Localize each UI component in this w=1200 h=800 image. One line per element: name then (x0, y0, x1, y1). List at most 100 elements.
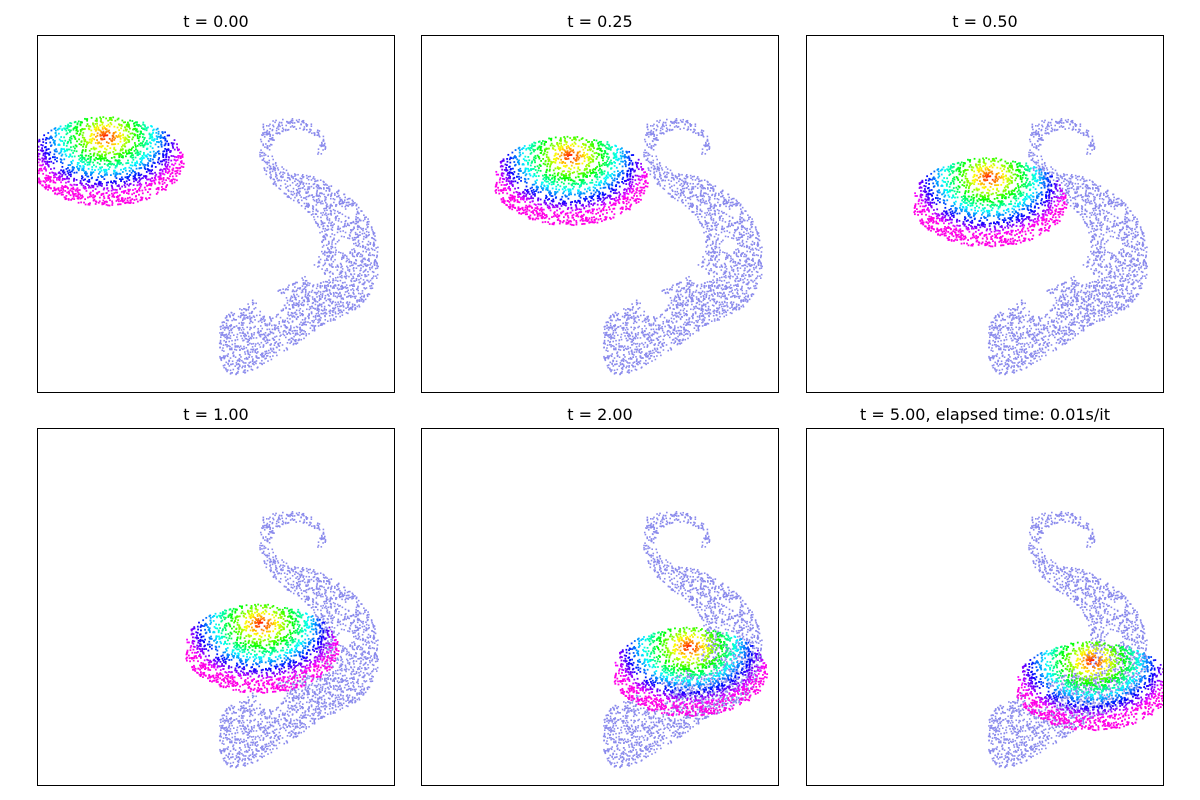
target-point (370, 226, 373, 228)
target-point (325, 313, 327, 315)
target-point (708, 233, 711, 236)
target-point (353, 280, 355, 282)
target-point (274, 121, 276, 124)
source-point (78, 143, 81, 145)
source-point (104, 132, 107, 135)
source-point (165, 152, 168, 155)
source-point (95, 192, 98, 195)
source-point (143, 124, 146, 126)
target-point (263, 154, 265, 157)
source-point (80, 143, 83, 146)
target-point (371, 265, 374, 268)
target-point (340, 270, 343, 272)
target-point (361, 261, 363, 264)
target-point (260, 317, 263, 320)
target-point (311, 298, 314, 300)
target-point (361, 292, 364, 294)
source-point (127, 135, 130, 138)
source-point (61, 140, 64, 143)
target-point (742, 212, 744, 215)
source-point (133, 180, 135, 183)
target-point (653, 168, 655, 171)
source-point (127, 184, 130, 187)
target-point (340, 297, 343, 300)
target-point (310, 129, 312, 131)
target-point (612, 360, 614, 363)
source-point (39, 149, 42, 152)
source-point (151, 139, 153, 141)
target-point (352, 264, 354, 266)
source-point (53, 174, 55, 177)
target-point (296, 194, 298, 196)
target-point (347, 237, 349, 239)
target-point (371, 229, 373, 231)
source-point (47, 186, 50, 188)
source-point (83, 187, 86, 190)
target-point (645, 318, 648, 321)
target-point (267, 360, 269, 362)
target-point (302, 310, 304, 312)
target-point (617, 334, 619, 337)
target-point (319, 286, 322, 289)
target-point (295, 338, 297, 341)
target-point (287, 172, 289, 175)
target-point (318, 135, 321, 138)
target-point (365, 287, 368, 289)
target-point (623, 308, 625, 310)
target-point (317, 131, 320, 134)
target-point (329, 207, 331, 210)
target-point (259, 346, 262, 348)
target-point (298, 301, 300, 304)
target-point (648, 154, 651, 156)
target-point (233, 312, 236, 315)
target-point (222, 344, 225, 346)
source-point (42, 163, 44, 166)
target-point (351, 284, 354, 286)
target-point (249, 336, 252, 339)
target-point (700, 129, 703, 132)
target-point (317, 310, 320, 313)
target-point (285, 331, 287, 333)
target-point (324, 237, 327, 239)
target-point (236, 345, 238, 347)
target-point (628, 364, 630, 367)
source-point (47, 152, 49, 155)
target-point (669, 307, 671, 310)
source-point (150, 142, 152, 145)
source-point (44, 153, 47, 155)
target-point (354, 308, 356, 311)
target-point (241, 366, 243, 369)
source-point (92, 164, 95, 167)
target-point (747, 257, 750, 260)
target-point (317, 312, 320, 314)
source-point (96, 185, 99, 188)
target-point (311, 205, 314, 207)
source-point (54, 172, 57, 175)
target-point (291, 283, 294, 285)
source-point (48, 137, 50, 140)
target-point (276, 167, 279, 169)
source-point (147, 143, 149, 145)
target-point (322, 239, 325, 241)
source-point (115, 196, 118, 198)
target-point (736, 291, 739, 294)
target-point (362, 250, 364, 253)
target-point (283, 192, 286, 195)
target-point (244, 334, 247, 336)
target-point (357, 241, 360, 243)
target-point (293, 335, 295, 338)
target-point (284, 183, 287, 185)
target-point (365, 268, 367, 271)
target-point (242, 371, 245, 373)
target-point (219, 328, 222, 331)
target-point (262, 346, 265, 348)
target-point (615, 339, 617, 342)
target-point (750, 220, 753, 223)
target-point (349, 252, 351, 255)
target-point (621, 315, 624, 318)
target-point (275, 164, 278, 167)
target-point (288, 284, 290, 287)
target-point (625, 366, 627, 369)
target-point (302, 183, 305, 186)
target-point (713, 292, 715, 294)
